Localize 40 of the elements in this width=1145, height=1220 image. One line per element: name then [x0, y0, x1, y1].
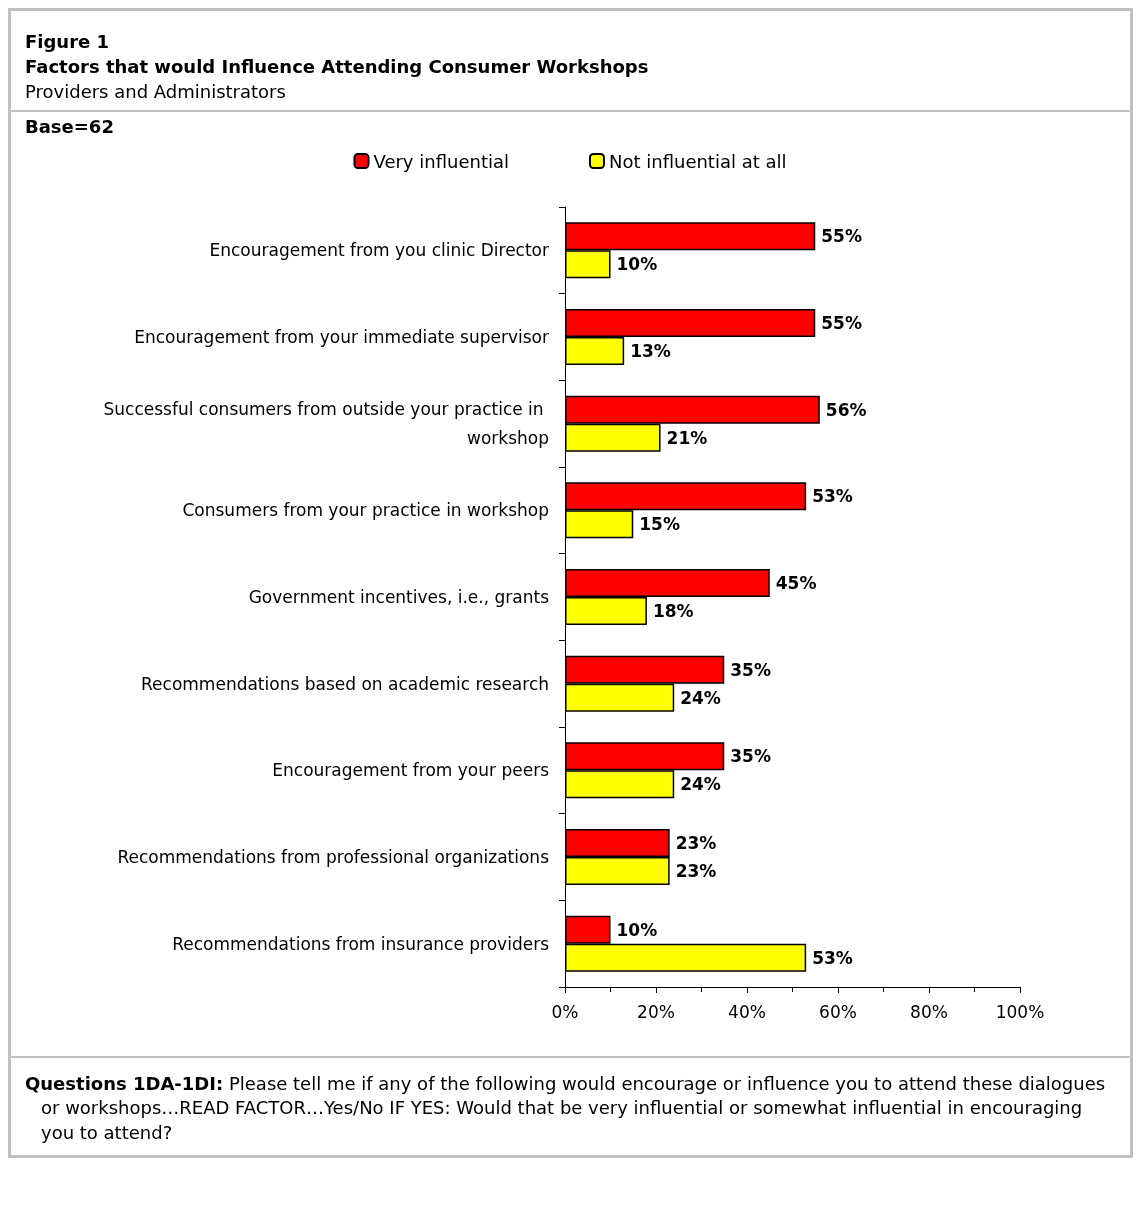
legend-label: Not influential at all — [608, 150, 787, 172]
text: Questions 1DA-1DI: Please tell me if any of the following would encourage or influence you to attend these dialogues or workshops…READ FACTOR…Yes/No IF YES: Would that be very influential or somewhat influential in encouraging you to attend? — [25, 1073, 1106, 1143]
data-label: 13% — [630, 341, 671, 361]
x-tick-label: 0% — [551, 1001, 579, 1022]
data-label: 24% — [680, 774, 721, 795]
data-label: 56% — [825, 399, 867, 420]
data-label: 35% — [730, 746, 771, 767]
data-label: 55% — [821, 313, 862, 333]
data-label: 10% — [616, 919, 658, 940]
data-label: 55% — [821, 226, 862, 247]
y-tick-label: Recommendations based on academic research — [141, 673, 549, 694]
data-label: 24% — [680, 687, 721, 708]
text: Base=62 — [25, 116, 115, 137]
x-tick-label: 100% — [995, 1001, 1045, 1022]
x-tick-label: 60% — [819, 1001, 857, 1022]
data-label: 35% — [730, 659, 771, 680]
y-tick-label: Consumers from your practice in workshop — [182, 500, 549, 521]
data-label: 53% — [812, 486, 853, 507]
data-label: 10% — [616, 254, 658, 275]
text: Figure 1 — [25, 31, 111, 52]
y-tick-label: Recommendations from professional organizations — [117, 847, 550, 867]
y-tick-label: Encouragement from your immediate supervisor — [134, 327, 549, 347]
data-label: 45% — [775, 573, 817, 593]
data-label: 23% — [675, 833, 717, 853]
x-tick-label: 80% — [910, 1001, 948, 1022]
data-label: 53% — [812, 947, 853, 968]
text: Providers and Administrators — [25, 81, 287, 102]
data-label: 23% — [675, 861, 717, 881]
y-tick-label: Successful consumers from outside your practice in workshop — [103, 399, 549, 449]
y-tick-label: Encouragement from you clinic Director — [209, 240, 549, 261]
text: Factors that would Influence Attending Consumer Workshops — [25, 56, 650, 77]
data-label: 18% — [652, 601, 694, 621]
x-tick-label: 20% — [637, 1001, 675, 1022]
y-tick-label: Encouragement from your peers — [272, 760, 550, 781]
legend-label: Very influential — [373, 150, 509, 172]
y-tick-label: Recommendations from insurance providers — [172, 933, 550, 954]
x-tick-label: 40% — [728, 1001, 766, 1022]
y-tick-label: Government incentives, i.e., grants — [248, 587, 550, 607]
data-label: 15% — [639, 514, 680, 535]
data-label: 21% — [666, 427, 708, 448]
